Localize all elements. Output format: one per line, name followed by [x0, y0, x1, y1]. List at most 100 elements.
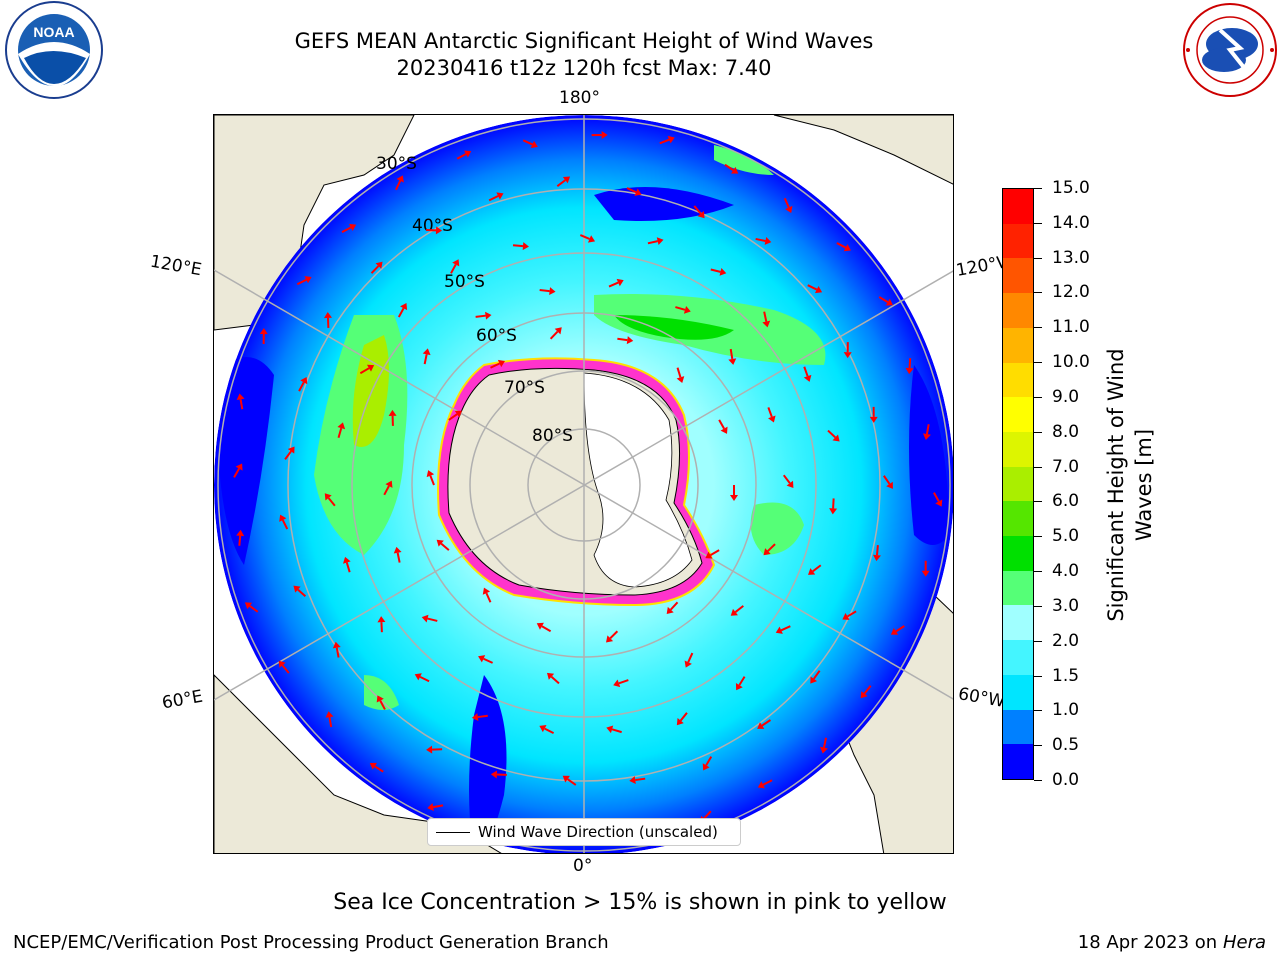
- wave-arrow-shaft: [687, 652, 694, 663]
- wave-arrow-shaft: [908, 358, 912, 369]
- wave-arrow-shaft: [813, 670, 821, 680]
- colorbar-segment: [1003, 536, 1033, 571]
- wave-arrow-shaft: [878, 296, 889, 303]
- run-date-text: 18 Apr 2023 on: [1077, 932, 1218, 953]
- wave-arrow-head: [697, 211, 705, 219]
- wave-arrow-shaft: [579, 234, 590, 240]
- wave-arrow-shaft: [423, 354, 428, 365]
- wave-arrow-head: [872, 554, 881, 562]
- wave-arrow-shaft: [432, 804, 444, 809]
- antarctica: [437, 357, 716, 607]
- colorbar-tick: [1034, 745, 1042, 747]
- wave-arrow-head: [810, 676, 818, 684]
- wave-arrow-shaft: [396, 552, 401, 563]
- wave-arrow-shaft: [670, 601, 679, 611]
- colorbar-segment: [1003, 189, 1033, 224]
- colorbar-tick-label: 7.0: [1052, 456, 1080, 477]
- colorbar-tick: [1034, 571, 1042, 573]
- colorbar-segment: [1003, 397, 1033, 432]
- wave-arrow-shaft: [755, 237, 766, 242]
- wave-arrow-shaft: [832, 498, 835, 509]
- wave-arrow-shaft: [345, 562, 351, 573]
- wave-arrow-head: [606, 725, 614, 734]
- colorbar-segment: [1003, 362, 1033, 398]
- wave-arrow-head: [666, 606, 674, 615]
- wave-arrow-head: [763, 548, 771, 556]
- wave-band-drake: [750, 502, 804, 555]
- colorbar-tick-label: 6.0: [1052, 491, 1080, 512]
- wave-arrow-shaft: [679, 712, 688, 722]
- wave-arrow-head: [842, 612, 850, 620]
- wave-arrow-shaft: [238, 535, 242, 546]
- wave-arrow-head: [626, 336, 634, 345]
- wave-arrow-shaft: [335, 647, 340, 658]
- wave-arrow-shaft: [883, 475, 891, 485]
- colorbar-tick-label: 4.0: [1052, 561, 1080, 582]
- wave-arrow-shaft: [477, 714, 488, 719]
- colorbar-segment: [1003, 570, 1033, 606]
- lon-label-60e: 60°E: [160, 686, 205, 714]
- colorbar-tick: [1034, 675, 1042, 677]
- wave-arrow-shaft: [395, 180, 402, 191]
- wave-arrow-shaft: [780, 625, 791, 632]
- wave-arrow-head: [720, 426, 728, 434]
- wave-max-pacific: [614, 315, 734, 340]
- wave-arrow-shaft: [544, 727, 555, 735]
- wave-arrow-head: [304, 276, 312, 284]
- colorbar-segment: [1003, 674, 1033, 710]
- lon-label-0: 0°: [573, 856, 593, 876]
- wave-arrow-shaft: [783, 197, 790, 208]
- wave-arrow-shaft: [456, 153, 467, 160]
- wave-arrow-shaft: [567, 778, 577, 786]
- wave-arrow-head: [814, 285, 823, 294]
- wave-arrow-head: [478, 655, 486, 663]
- colorbar-tick-label: 0.0: [1052, 770, 1080, 790]
- colorbar-tick-label: 14.0: [1052, 212, 1090, 233]
- wave-arrow-shaft: [448, 413, 458, 421]
- wave-arrow-head: [764, 237, 772, 245]
- wave-arrow-head: [485, 311, 492, 320]
- wave-arrow-head: [922, 433, 931, 441]
- wave-arrow-head: [530, 140, 538, 149]
- wave-arrow-head: [757, 781, 765, 789]
- wave-arrow-head: [684, 660, 692, 668]
- colorbar-tick-label: 3.0: [1052, 595, 1080, 616]
- wave-arrow-head: [905, 367, 914, 375]
- wave-arrow-head: [885, 298, 893, 306]
- wave-arrow-shaft: [611, 728, 622, 734]
- colorbar-segment: [1003, 605, 1033, 641]
- wave-arrow-head: [731, 166, 739, 174]
- wave-arrow-shaft: [483, 657, 494, 664]
- wave-arrow-head: [435, 226, 443, 235]
- wave-arrow-shaft: [341, 226, 352, 234]
- wave-arrow-head: [667, 135, 675, 144]
- colorbar-segment: [1003, 466, 1033, 502]
- colorbar: [1002, 188, 1034, 780]
- wave-arrow-shaft: [440, 542, 450, 551]
- wave-arrow-head: [490, 770, 498, 779]
- meridian-60e-120w: [214, 270, 953, 701]
- wave-arrow-head: [601, 131, 608, 140]
- colorbar-tick: [1034, 605, 1042, 607]
- colorbar-tick: [1034, 466, 1042, 468]
- lat-label-30s: 30°S: [376, 154, 417, 174]
- wave-arrow-shaft: [863, 685, 872, 695]
- wave-arrow-shaft: [675, 306, 686, 311]
- wave-arrow-head: [376, 695, 384, 703]
- wave-arrow-head: [616, 278, 624, 287]
- wave-arrow-shaft: [359, 367, 370, 375]
- lon-label-60w: 60°W: [956, 684, 1007, 712]
- wave-arrow-shaft: [709, 549, 720, 556]
- wave-arrow-shaft: [522, 139, 533, 146]
- wave-arrow-shaft: [556, 179, 566, 187]
- wave-arrow-head: [287, 446, 295, 454]
- colorbar-tick: [1034, 536, 1042, 538]
- wave-arrow-head: [235, 463, 243, 471]
- wave-arrow-shaft: [635, 777, 646, 782]
- wave-arrow-head: [549, 287, 556, 296]
- wave-arrow-head: [236, 393, 245, 401]
- wave-arrow-head: [832, 434, 840, 442]
- wave-arrow-shaft: [782, 474, 791, 484]
- colorbar-tick-label: 2.0: [1052, 630, 1080, 651]
- wave-arrow-head: [785, 205, 793, 213]
